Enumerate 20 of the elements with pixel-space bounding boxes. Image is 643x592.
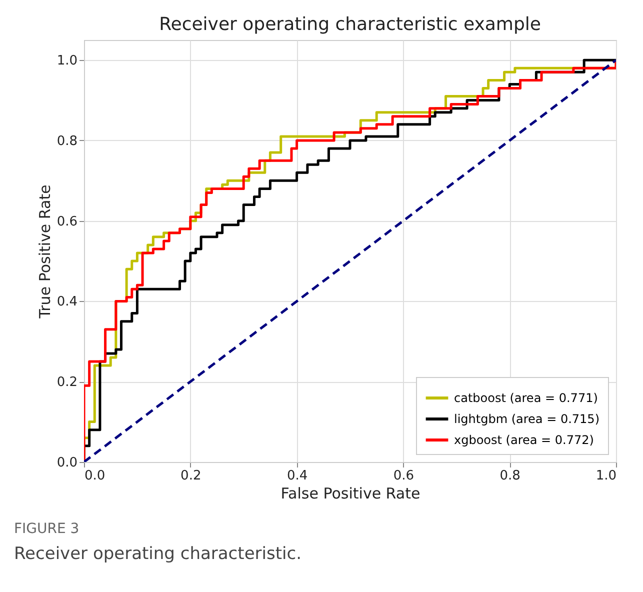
y-tick-label: 0.4 xyxy=(56,294,78,310)
x-tick-label: 0.2 xyxy=(180,468,202,484)
x-tick-label: 0.6 xyxy=(393,468,414,484)
y-tick-label: 0.0 xyxy=(56,456,78,470)
y-tick-label: 0.2 xyxy=(56,375,78,390)
text: Receiver operating characteristic. xyxy=(14,544,302,564)
chart-title: Receiver operating characteristic example xyxy=(159,14,541,35)
legend-label: lightgbm (area = 0.715) xyxy=(454,412,600,426)
y-axis-title: True Positive Rate xyxy=(36,184,54,320)
x-tick-label: 1.0 xyxy=(596,468,616,484)
caption: FIGURE 3 xyxy=(14,521,80,537)
legend-label: xgboost (area = 0.772) xyxy=(454,433,594,447)
x-tick-label: 0.8 xyxy=(500,468,520,484)
x-tick-label: 0.4 xyxy=(286,468,308,484)
y-tick-label: 1.0 xyxy=(56,54,78,69)
x-axis-title: False Positive Rate xyxy=(280,484,420,502)
y-tick-label: 0.8 xyxy=(56,134,78,149)
y-tick-label: 0.6 xyxy=(56,214,78,230)
x-tick-label: 0.0 xyxy=(84,468,106,484)
legend-label: catboost (area = 0.771) xyxy=(454,391,598,405)
